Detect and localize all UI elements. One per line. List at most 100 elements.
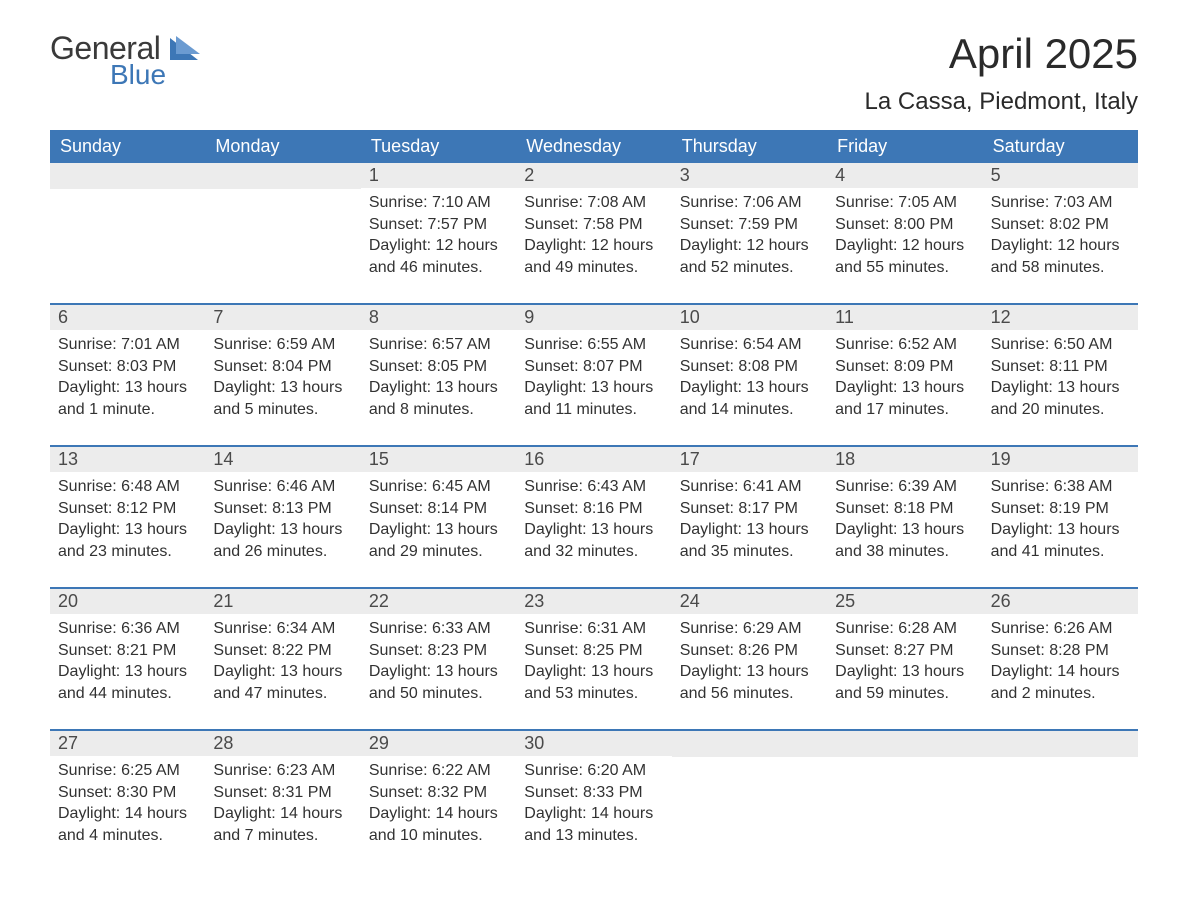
sunset-line: Sunset: 8:27 PM [835,640,974,662]
day-number: 29 [361,731,516,756]
header: General Blue April 2025 La Cassa, Piedmo… [50,30,1138,116]
day-body: Sunrise: 6:26 AMSunset: 8:28 PMDaylight:… [983,614,1138,714]
day-number: 13 [50,447,205,472]
day-cell: 9Sunrise: 6:55 AMSunset: 8:07 PMDaylight… [516,305,671,445]
day-number: 21 [205,589,360,614]
day-number: 2 [516,163,671,188]
daylight-line: Daylight: 14 hours and 2 minutes. [991,661,1130,704]
day-body: Sunrise: 6:31 AMSunset: 8:25 PMDaylight:… [516,614,671,714]
sunrise-line: Sunrise: 6:38 AM [991,476,1130,498]
sunrise-line: Sunrise: 6:25 AM [58,760,197,782]
sunrise-line: Sunrise: 7:05 AM [835,192,974,214]
sunrise-line: Sunrise: 6:45 AM [369,476,508,498]
sunset-line: Sunset: 8:04 PM [213,356,352,378]
dow-friday: Friday [827,130,982,163]
day-number: 5 [983,163,1138,188]
daylight-line: Daylight: 13 hours and 14 minutes. [680,377,819,420]
daylight-line: Daylight: 13 hours and 53 minutes. [524,661,663,704]
empty-day-bar [827,731,982,757]
location: La Cassa, Piedmont, Italy [865,88,1138,116]
daylight-line: Daylight: 13 hours and 20 minutes. [991,377,1130,420]
sunset-line: Sunset: 8:19 PM [991,498,1130,520]
sunset-line: Sunset: 8:31 PM [213,782,352,804]
sunset-line: Sunset: 8:18 PM [835,498,974,520]
day-body: Sunrise: 6:54 AMSunset: 8:08 PMDaylight:… [672,330,827,430]
daylight-line: Daylight: 13 hours and 47 minutes. [213,661,352,704]
sunrise-line: Sunrise: 6:28 AM [835,618,974,640]
sunset-line: Sunset: 8:08 PM [680,356,819,378]
day-number: 15 [361,447,516,472]
sunset-line: Sunset: 8:07 PM [524,356,663,378]
day-cell: 8Sunrise: 6:57 AMSunset: 8:05 PMDaylight… [361,305,516,445]
sunset-line: Sunset: 8:30 PM [58,782,197,804]
daylight-line: Daylight: 13 hours and 35 minutes. [680,519,819,562]
day-cell: 22Sunrise: 6:33 AMSunset: 8:23 PMDayligh… [361,589,516,729]
day-number: 22 [361,589,516,614]
empty-day-bar [983,731,1138,757]
day-body: Sunrise: 6:57 AMSunset: 8:05 PMDaylight:… [361,330,516,430]
day-cell: 15Sunrise: 6:45 AMSunset: 8:14 PMDayligh… [361,447,516,587]
daylight-line: Daylight: 13 hours and 1 minute. [58,377,197,420]
day-cell: 11Sunrise: 6:52 AMSunset: 8:09 PMDayligh… [827,305,982,445]
sunset-line: Sunset: 8:33 PM [524,782,663,804]
day-cell: 27Sunrise: 6:25 AMSunset: 8:30 PMDayligh… [50,731,205,871]
sunrise-line: Sunrise: 6:36 AM [58,618,197,640]
day-cell: 20Sunrise: 6:36 AMSunset: 8:21 PMDayligh… [50,589,205,729]
logo-sail-icon [170,36,204,60]
day-number: 3 [672,163,827,188]
day-body: Sunrise: 6:33 AMSunset: 8:23 PMDaylight:… [361,614,516,714]
day-body: Sunrise: 6:23 AMSunset: 8:31 PMDaylight:… [205,756,360,856]
day-number: 19 [983,447,1138,472]
day-cell: 17Sunrise: 6:41 AMSunset: 8:17 PMDayligh… [672,447,827,587]
sunrise-line: Sunrise: 6:48 AM [58,476,197,498]
daylight-line: Daylight: 12 hours and 49 minutes. [524,235,663,278]
day-number: 6 [50,305,205,330]
day-cell: 6Sunrise: 7:01 AMSunset: 8:03 PMDaylight… [50,305,205,445]
sunrise-line: Sunrise: 6:31 AM [524,618,663,640]
sunrise-line: Sunrise: 6:52 AM [835,334,974,356]
day-body: Sunrise: 6:22 AMSunset: 8:32 PMDaylight:… [361,756,516,856]
day-cell: 14Sunrise: 6:46 AMSunset: 8:13 PMDayligh… [205,447,360,587]
sunrise-line: Sunrise: 6:55 AM [524,334,663,356]
day-cell: 3Sunrise: 7:06 AMSunset: 7:59 PMDaylight… [672,163,827,303]
week-row: 20Sunrise: 6:36 AMSunset: 8:21 PMDayligh… [50,587,1138,729]
daylight-line: Daylight: 13 hours and 41 minutes. [991,519,1130,562]
day-number: 14 [205,447,360,472]
day-body: Sunrise: 6:20 AMSunset: 8:33 PMDaylight:… [516,756,671,856]
sunset-line: Sunset: 8:11 PM [991,356,1130,378]
day-body: Sunrise: 6:52 AMSunset: 8:09 PMDaylight:… [827,330,982,430]
day-body: Sunrise: 6:38 AMSunset: 8:19 PMDaylight:… [983,472,1138,572]
sunset-line: Sunset: 7:58 PM [524,214,663,236]
day-body: Sunrise: 6:48 AMSunset: 8:12 PMDaylight:… [50,472,205,572]
day-body: Sunrise: 7:08 AMSunset: 7:58 PMDaylight:… [516,188,671,288]
daylight-line: Daylight: 12 hours and 55 minutes. [835,235,974,278]
sunset-line: Sunset: 8:12 PM [58,498,197,520]
dow-saturday: Saturday [983,130,1138,163]
day-body: Sunrise: 6:45 AMSunset: 8:14 PMDaylight:… [361,472,516,572]
sunset-line: Sunset: 8:05 PM [369,356,508,378]
sunrise-line: Sunrise: 6:33 AM [369,618,508,640]
empty-day-bar [205,163,360,189]
day-body: Sunrise: 6:28 AMSunset: 8:27 PMDaylight:… [827,614,982,714]
daylight-line: Daylight: 13 hours and 23 minutes. [58,519,197,562]
week-row: 6Sunrise: 7:01 AMSunset: 8:03 PMDaylight… [50,303,1138,445]
sunrise-line: Sunrise: 7:03 AM [991,192,1130,214]
day-number: 1 [361,163,516,188]
day-cell: 2Sunrise: 7:08 AMSunset: 7:58 PMDaylight… [516,163,671,303]
day-body: Sunrise: 6:36 AMSunset: 8:21 PMDaylight:… [50,614,205,714]
daylight-line: Daylight: 13 hours and 8 minutes. [369,377,508,420]
sunrise-line: Sunrise: 6:34 AM [213,618,352,640]
week-row: 13Sunrise: 6:48 AMSunset: 8:12 PMDayligh… [50,445,1138,587]
day-body: Sunrise: 7:05 AMSunset: 8:00 PMDaylight:… [827,188,982,288]
sunset-line: Sunset: 8:00 PM [835,214,974,236]
daylight-line: Daylight: 12 hours and 52 minutes. [680,235,819,278]
day-cell [205,163,360,303]
day-cell [827,731,982,871]
sunrise-line: Sunrise: 6:39 AM [835,476,974,498]
sunrise-line: Sunrise: 6:23 AM [213,760,352,782]
daylight-line: Daylight: 13 hours and 17 minutes. [835,377,974,420]
sunrise-line: Sunrise: 6:41 AM [680,476,819,498]
week-row: 27Sunrise: 6:25 AMSunset: 8:30 PMDayligh… [50,729,1138,871]
day-body: Sunrise: 6:29 AMSunset: 8:26 PMDaylight:… [672,614,827,714]
empty-day-bar [672,731,827,757]
